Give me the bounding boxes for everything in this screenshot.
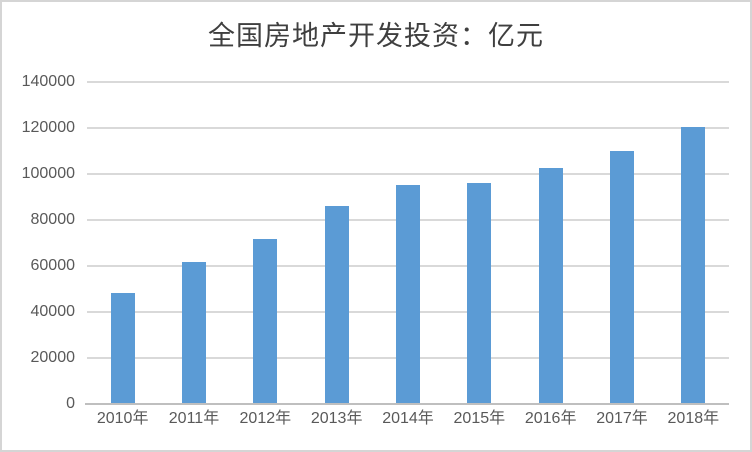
gridline-100000 — [87, 173, 729, 175]
y-tick-label-140000: 140000 — [21, 73, 75, 90]
bar-2010年 — [110, 293, 135, 404]
x-tick-label-2011年: 2011年 — [168, 410, 220, 427]
y-tick-label-60000: 60000 — [30, 257, 76, 274]
gridline-140000 — [87, 81, 729, 83]
chart-title: 全国房地产开发投资：亿元 — [208, 21, 544, 52]
x-axis: 2010年 2011年 2012年 2013年 2014年 2015年 2016年 2017年… — [87, 408, 729, 434]
y-tick-label-20000: 20000 — [30, 349, 76, 366]
y-axis: 0 20000 40000 60000 80000 100000 120000 140000 — [2, 73, 76, 412]
x-tick-label-2012年: 2012年 — [239, 410, 292, 427]
x-tick-label-2015年: 2015年 — [453, 410, 506, 427]
x-tick-label-2016年: 2016年 — [524, 410, 577, 427]
x-tick-label-2017年: 2017年 — [596, 410, 648, 427]
y-tick-label-0: 0 — [66, 395, 75, 412]
x-tick-label-2018年: 2018年 — [667, 410, 720, 427]
bar-2018年 — [681, 127, 706, 404]
bar-2011年 — [182, 262, 206, 404]
y-tick-label-120000: 120000 — [21, 119, 75, 136]
bar-2015年 — [467, 183, 492, 404]
plot-area — [85, 81, 729, 405]
bar-2014年 — [396, 185, 420, 404]
x-tick-label-2013年: 2013年 — [310, 410, 363, 427]
bar-2017年 — [610, 151, 634, 404]
gridline-120000 — [87, 127, 729, 129]
x-axis-line — [85, 403, 729, 405]
bar-2013年 — [324, 206, 349, 404]
bar-2012年 — [253, 238, 278, 404]
y-tick-label-100000: 100000 — [21, 165, 75, 182]
x-tick-label-2014年: 2014年 — [382, 410, 434, 427]
bar-2016年 — [538, 168, 563, 404]
y-tick-label-80000: 80000 — [30, 211, 76, 228]
y-tick-label-40000: 40000 — [30, 303, 76, 320]
x-tick-label-2010年: 2010年 — [96, 410, 149, 427]
